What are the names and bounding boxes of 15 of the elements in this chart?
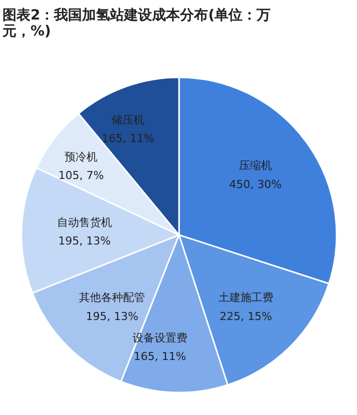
data-label: 450, 30% <box>229 178 282 191</box>
data-label: 195, 13% <box>86 310 138 323</box>
slice-label: 预冷机 <box>64 150 98 164</box>
slice-label: 设备设置费 <box>132 331 188 344</box>
slice-label: 土建施工费 <box>218 291 274 304</box>
slice-label: 其他各种配管 <box>79 291 146 304</box>
slice-label: 自动售货机 <box>56 216 112 229</box>
data-label: 225, 15% <box>220 310 272 323</box>
slice-label: 压缩机 <box>238 159 272 172</box>
chart-title: 图表2：我国加氢站建设成本分布(单位：万元，%) <box>2 8 271 40</box>
data-label: 195, 13% <box>58 234 111 248</box>
data-label: 105, 7% <box>58 169 104 182</box>
data-label: 165, 11% <box>102 132 154 146</box>
data-label: 165, 11% <box>134 350 186 363</box>
slice-label: 储压机 <box>112 114 145 127</box>
